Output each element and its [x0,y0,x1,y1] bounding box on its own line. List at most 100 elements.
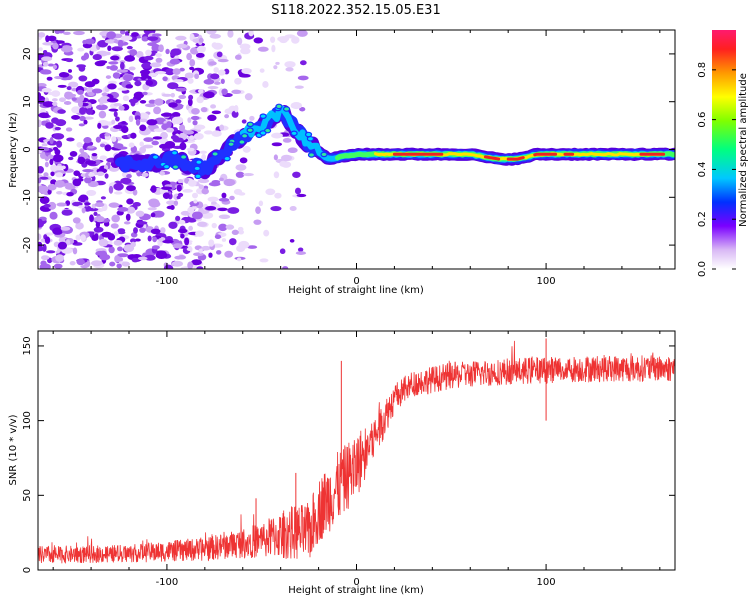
noise-blob [68,156,74,161]
noise-blob [38,233,42,241]
noise-blob [39,146,50,152]
noise-blob [172,112,181,117]
noise-blob [197,221,208,227]
noise-blob [130,238,137,244]
noise-blob [236,245,246,253]
noise-blob [234,54,242,60]
noise-blob [110,223,119,229]
noise-blob [87,91,95,97]
noise-blob [41,143,48,147]
noise-blob [193,132,204,140]
noise-blob [154,70,167,75]
noise-blob [116,263,122,269]
noise-blob [43,203,51,208]
noise-blob [219,177,224,182]
noise-blob [45,122,54,129]
noise-blob [189,135,195,141]
noise-blob [39,196,50,205]
noise-blob [217,207,228,212]
noise-blob [144,254,156,261]
noise-blob [273,65,278,70]
noise-blob [90,260,103,267]
noise-blob [143,55,154,61]
noise-blob [205,206,217,211]
noise-blob [187,117,192,123]
noise-blob [128,142,135,148]
noise-blob [83,137,92,144]
noise-blob [231,229,239,236]
noise-blob [190,115,200,121]
noise-blob [227,30,234,38]
noise-blob [38,112,50,119]
noise-blob [155,57,163,63]
noise-blob [38,246,45,252]
noise-blob [287,147,298,154]
noise-blob [282,266,289,269]
noise-blob [79,148,85,154]
noise-blob [85,108,94,115]
noise-blob [107,45,112,51]
ridge-blob [259,113,267,119]
noise-blob [141,172,149,178]
spectrogram-x-tick-label: 0 [353,276,359,287]
noise-blob [247,245,258,249]
noise-blob [171,116,184,125]
noise-blob [295,251,307,255]
noise-blob [253,219,262,225]
ridge-blob [238,139,246,145]
noise-blob [117,207,129,212]
noise-blob [172,68,181,75]
noise-blob [117,230,126,235]
noise-blob [84,202,91,206]
noise-blob [42,61,49,67]
noise-blob [139,118,148,123]
noise-blob [77,47,85,52]
noise-blob [160,131,168,139]
noise-blob [210,201,217,205]
noise-blob [53,263,63,269]
noise-blob [65,239,71,246]
noise-blob [82,169,94,173]
noise-blob [235,164,247,171]
noise-blob [116,69,129,73]
noise-blob [273,171,280,179]
noise-blob [296,193,307,198]
noise-blob [297,247,304,252]
noise-blob [191,211,203,220]
noise-blob [44,232,54,236]
noise-blob [258,200,264,207]
noise-blob [130,132,137,139]
noise-blob [216,51,223,58]
noise-blob [49,137,54,145]
ridge-peak [533,152,558,157]
noise-blob [125,213,131,221]
noise-blob [262,81,269,88]
noise-blob [137,256,148,261]
noise-blob [75,234,81,241]
noise-blob [198,248,203,254]
noise-blob [52,42,59,50]
noise-blob [170,48,182,56]
ridge-blob [282,106,291,112]
noise-blob [57,84,67,88]
noise-blob [227,207,240,214]
figure-title: S118.2022.352.15.05.E31 [271,3,440,18]
noise-blob [176,43,188,49]
noise-blob [217,58,229,63]
noise-blob [71,106,81,114]
noise-blob [237,257,242,262]
noise-blob [63,31,71,36]
noise-blob [192,120,198,126]
noise-blob [47,154,54,159]
ridge-blob [290,130,298,137]
snr-y-tick-label: 100 [22,411,33,430]
noise-blob [73,30,85,36]
noise-blob [192,264,197,269]
noise-blob [115,116,120,122]
noise-blob [47,35,57,42]
noise-blob [189,66,195,71]
spectrogram-y-label: Frequency (Hz) [8,112,19,188]
noise-blob [80,264,89,269]
noise-blob [179,67,185,72]
noise-blob [300,60,307,66]
